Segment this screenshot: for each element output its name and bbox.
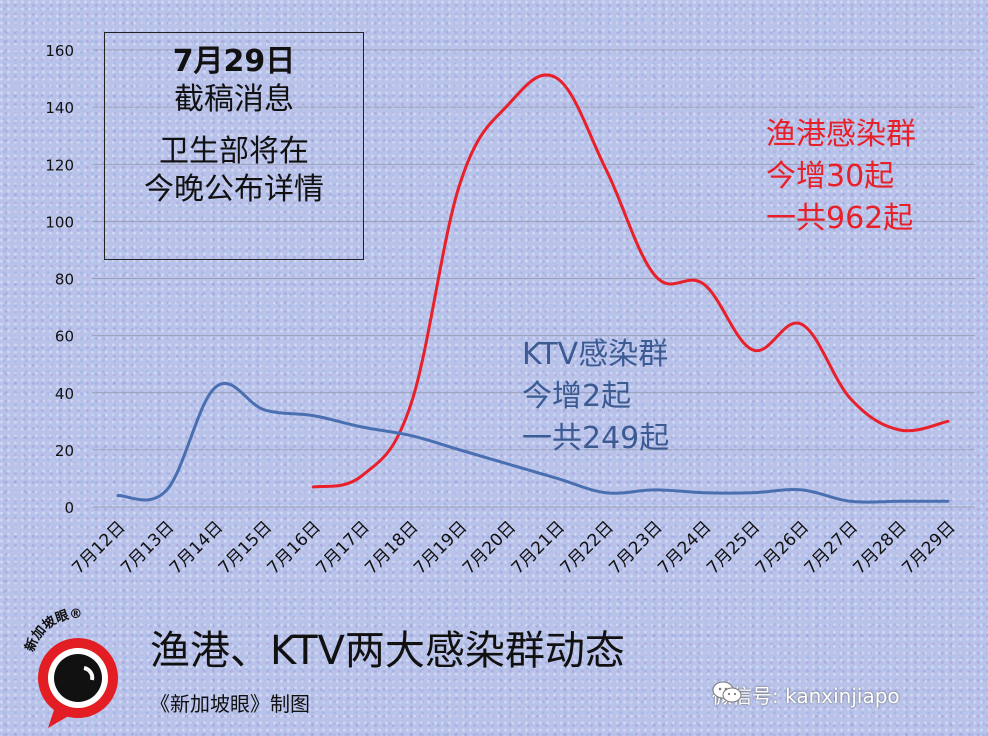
fishery-cluster-new: 今增30起 xyxy=(766,159,895,194)
x-tick-label: 7月19日 xyxy=(410,517,471,578)
ktv-cluster-annotation: KTV感染群 今增2起 一共249起 xyxy=(522,334,669,460)
x-tick-label: 7月15日 xyxy=(215,517,276,578)
wechat-watermark: 微信号: kanxinjiapo xyxy=(712,680,900,709)
ktv-cluster-name: KTV感染群 xyxy=(522,337,669,372)
x-tick-label: 7月18日 xyxy=(361,517,422,578)
x-tick-label: 7月20日 xyxy=(459,517,520,578)
y-tick-label: 80 xyxy=(55,271,74,289)
fishery-cluster-total: 一共962起 xyxy=(766,201,914,236)
x-tick-label: 7月27日 xyxy=(801,517,862,578)
x-tick-label: 7月14日 xyxy=(166,517,227,578)
y-tick-label: 100 xyxy=(45,213,74,231)
ktv-cluster-line xyxy=(116,382,950,504)
x-axis-ticks: 7月12日7月13日7月14日7月15日7月16日7月17日7月18日7月19日… xyxy=(68,517,959,578)
y-tick-label: 160 xyxy=(45,42,74,60)
series-lines xyxy=(116,73,950,504)
x-tick-label: 7月29日 xyxy=(898,517,959,578)
x-tick-label: 7月22日 xyxy=(557,517,618,578)
y-tick-label: 40 xyxy=(55,385,74,403)
wechat-id: 微信号: kanxinjiapo xyxy=(712,684,900,708)
x-tick-label: 7月12日 xyxy=(68,517,129,578)
y-tick-label: 120 xyxy=(45,156,74,174)
grid-lines xyxy=(92,49,975,508)
sgeye-logo-icon: 新加坡眼® xyxy=(22,607,118,728)
x-tick-label: 7月26日 xyxy=(752,517,813,578)
note-date: 7月29日 xyxy=(172,44,296,79)
x-tick-label: 7月17日 xyxy=(313,517,374,578)
credit-text: 《新加坡眼》制图 xyxy=(150,692,310,716)
x-tick-label: 7月13日 xyxy=(117,517,178,578)
x-tick-label: 7月28日 xyxy=(850,517,911,578)
fishery-cluster-line xyxy=(311,73,950,489)
fishery-cluster-annotation: 渔港感染群 今增30起 一共962起 xyxy=(766,114,916,240)
x-tick-label: 7月21日 xyxy=(508,517,569,578)
fishery-cluster-name: 渔港感染群 xyxy=(766,117,916,152)
chart-title: 渔港、KTV两大感染群动态 xyxy=(150,628,625,674)
x-tick-label: 7月24日 xyxy=(654,517,715,578)
y-tick-label: 20 xyxy=(55,442,74,460)
y-axis-ticks: 0 20 40 60 80 100 120 140 160 xyxy=(45,42,74,517)
note-headline: 截稿消息 xyxy=(174,82,294,117)
x-tick-label: 7月23日 xyxy=(605,517,666,578)
y-tick-label: 0 xyxy=(64,499,74,517)
note-box: 7月29日 截稿消息 卫生部将在 今晚公布详情 xyxy=(104,32,364,260)
x-tick-label: 7月16日 xyxy=(264,517,325,578)
ktv-cluster-new: 今增2起 xyxy=(522,379,632,414)
wechat-icon xyxy=(712,681,742,703)
note-line-3: 卫生部将在 xyxy=(159,134,309,169)
note-line-4: 今晚公布详情 xyxy=(144,172,324,207)
x-tick-label: 7月25日 xyxy=(703,517,764,578)
y-tick-label: 60 xyxy=(55,328,74,346)
y-tick-label: 140 xyxy=(45,99,74,117)
ktv-cluster-total: 一共249起 xyxy=(522,421,670,456)
